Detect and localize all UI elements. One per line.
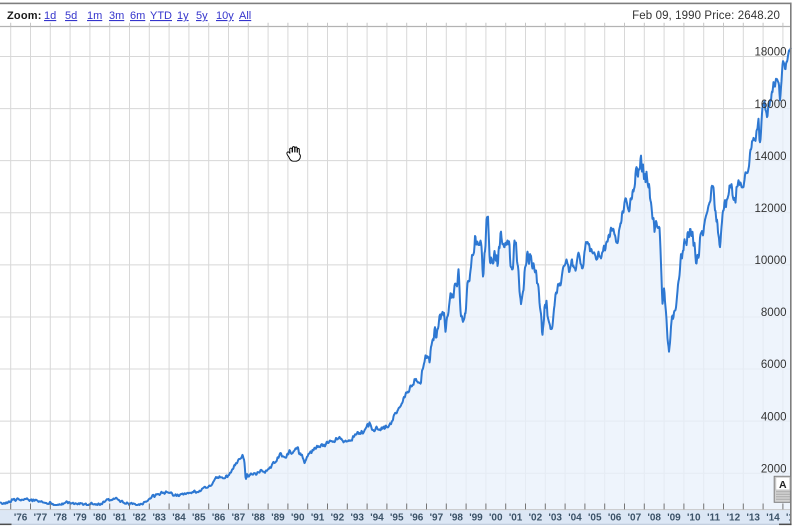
svg-text:'05: '05 <box>588 513 602 524</box>
svg-text:16000: 16000 <box>755 99 787 111</box>
svg-text:'81: '81 <box>113 513 127 524</box>
svg-text:12000: 12000 <box>755 203 787 215</box>
svg-text:6m: 6m <box>130 10 145 22</box>
svg-text:18000: 18000 <box>755 47 787 59</box>
svg-text:'87: '87 <box>232 513 246 524</box>
svg-text:'93: '93 <box>350 513 364 524</box>
svg-text:Feb 09, 1990 Price: 2648.20: Feb 09, 1990 Price: 2648.20 <box>632 10 780 22</box>
svg-text:4000: 4000 <box>761 411 787 423</box>
svg-text:'99: '99 <box>469 513 483 524</box>
svg-text:'91: '91 <box>311 513 325 524</box>
svg-text:'12: '12 <box>727 513 741 524</box>
svg-text:'98: '98 <box>449 513 463 524</box>
svg-text:'89: '89 <box>271 513 285 524</box>
svg-text:'82: '82 <box>133 513 147 524</box>
svg-text:3m: 3m <box>109 10 124 22</box>
svg-text:14000: 14000 <box>755 151 787 163</box>
svg-text:'80: '80 <box>93 513 107 524</box>
svg-text:2000: 2000 <box>761 463 787 475</box>
svg-text:A: A <box>779 479 787 491</box>
svg-text:10000: 10000 <box>755 255 787 267</box>
svg-text:YTD: YTD <box>150 10 172 22</box>
svg-text:'90: '90 <box>291 513 305 524</box>
svg-text:1m: 1m <box>87 10 102 22</box>
svg-text:6000: 6000 <box>761 359 787 371</box>
svg-text:'97: '97 <box>430 513 444 524</box>
svg-text:'09: '09 <box>667 513 681 524</box>
svg-text:'00: '00 <box>489 513 503 524</box>
svg-text:'04: '04 <box>568 513 582 524</box>
svg-text:'01: '01 <box>509 513 523 524</box>
svg-text:'10: '10 <box>687 513 701 524</box>
svg-text:1d: 1d <box>44 10 56 22</box>
svg-text:'84: '84 <box>172 513 186 524</box>
svg-text:'76: '76 <box>14 513 28 524</box>
svg-text:'15: '15 <box>786 513 800 524</box>
svg-text:'13: '13 <box>746 513 760 524</box>
svg-text:'86: '86 <box>212 513 226 524</box>
svg-text:1y: 1y <box>177 10 189 22</box>
svg-text:'14: '14 <box>766 513 780 524</box>
svg-text:'11: '11 <box>707 513 720 524</box>
svg-text:'92: '92 <box>331 513 345 524</box>
svg-text:'02: '02 <box>529 513 543 524</box>
svg-text:5d: 5d <box>65 10 77 22</box>
svg-text:'94: '94 <box>370 513 384 524</box>
svg-text:'08: '08 <box>647 513 661 524</box>
svg-text:'77: '77 <box>34 513 48 524</box>
svg-text:'85: '85 <box>192 513 206 524</box>
svg-text:'06: '06 <box>608 513 622 524</box>
svg-text:'96: '96 <box>410 513 424 524</box>
svg-text:Zoom:: Zoom: <box>7 10 42 22</box>
svg-text:'88: '88 <box>251 513 265 524</box>
svg-text:10y: 10y <box>216 10 234 22</box>
svg-text:'03: '03 <box>548 513 562 524</box>
svg-text:'78: '78 <box>53 513 67 524</box>
svg-text:All: All <box>239 10 251 22</box>
svg-text:'83: '83 <box>152 513 166 524</box>
svg-text:'79: '79 <box>73 513 87 524</box>
svg-text:8000: 8000 <box>761 307 787 319</box>
svg-text:'07: '07 <box>628 513 642 524</box>
svg-text:'95: '95 <box>390 513 404 524</box>
svg-text:5y: 5y <box>196 10 208 22</box>
